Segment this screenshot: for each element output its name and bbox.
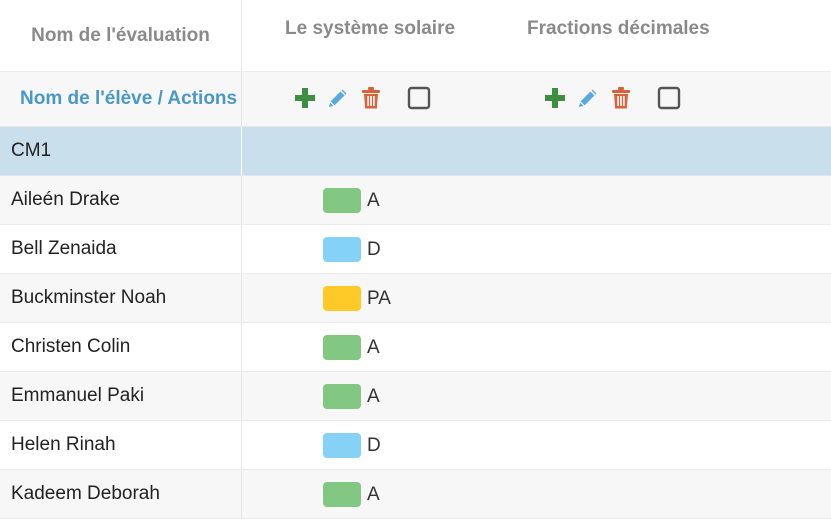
- student-name: Christen Colin: [11, 336, 131, 357]
- student-name-cell: Helen Rinah: [0, 421, 242, 469]
- grade-color-chip: [323, 433, 361, 458]
- student-name: Aileén Drake: [11, 189, 120, 210]
- table-row: Bell Zenaida D: [0, 225, 831, 274]
- plus-icon[interactable]: [543, 86, 567, 110]
- table-row: Christen Colin A: [0, 323, 831, 372]
- table-row: Buckminster Noah PA: [0, 274, 831, 323]
- grade-cell[interactable]: D: [323, 433, 381, 458]
- grade-color-chip: [323, 188, 361, 213]
- checkbox-icon[interactable]: [657, 86, 681, 110]
- evaluation-title-2[interactable]: Fractions décimales: [527, 18, 710, 39]
- grade-cell[interactable]: A: [323, 335, 380, 360]
- header-name-cell: Nom de l'évaluation: [0, 0, 242, 71]
- student-name: Kadeem Deborah: [11, 483, 160, 504]
- table-row: Emmanuel Paki A: [0, 372, 831, 421]
- trash-icon[interactable]: [609, 86, 633, 110]
- pencil-icon[interactable]: [576, 86, 600, 110]
- header-evaluations: Le système solaire Fractions décimales: [242, 0, 831, 71]
- grade-cells: A: [242, 372, 831, 420]
- table-row: Aileén Drake A: [0, 176, 831, 225]
- grade-cells: D: [242, 225, 831, 273]
- grade-cells: A: [242, 176, 831, 224]
- grade-cells: A: [242, 323, 831, 371]
- student-name-cell: Buckminster Noah: [0, 274, 242, 322]
- group-name-cell: CM1: [0, 127, 242, 175]
- student-actions-label: Nom de l'élève / Actions: [20, 88, 238, 109]
- grade-value: A: [367, 336, 380, 358]
- grade-value: A: [367, 483, 380, 505]
- actions-row: Nom de l'élève / Actions: [0, 72, 831, 127]
- evaluation-name-header: Nom de l'évaluation: [31, 24, 210, 46]
- grade-value: A: [367, 385, 380, 407]
- grade-color-chip: [323, 286, 361, 311]
- student-name-cell: Emmanuel Paki: [0, 372, 242, 420]
- grade-cells: PA: [242, 274, 831, 322]
- grade-color-chip: [323, 482, 361, 507]
- student-name-cell: Bell Zenaida: [0, 225, 242, 273]
- student-name: Emmanuel Paki: [11, 385, 145, 406]
- student-name: Bell Zenaida: [11, 238, 117, 259]
- grade-color-chip: [323, 384, 361, 409]
- table-row: Kadeem Deborah A: [0, 470, 831, 519]
- group-empty-cells: [242, 127, 831, 175]
- table-row: Helen Rinah D: [0, 421, 831, 470]
- grade-value: D: [367, 434, 381, 456]
- actions-cells: [242, 72, 831, 126]
- grade-value: PA: [367, 287, 391, 309]
- grade-color-chip: [323, 237, 361, 262]
- header-row: Nom de l'évaluation Le système solaire F…: [0, 0, 831, 72]
- group-row: CM1: [0, 127, 831, 176]
- grade-cell[interactable]: A: [323, 384, 380, 409]
- evaluation-1-actions: [293, 86, 431, 110]
- student-name-cell: Christen Colin: [0, 323, 242, 371]
- trash-icon[interactable]: [359, 86, 383, 110]
- evaluation-2-actions: [543, 86, 681, 110]
- grade-color-chip: [323, 335, 361, 360]
- grade-value: D: [367, 238, 381, 260]
- actions-label-cell: Nom de l'élève / Actions: [0, 72, 242, 126]
- student-name-cell: Kadeem Deborah: [0, 470, 242, 518]
- grade-cell[interactable]: PA: [323, 286, 391, 311]
- evaluation-title-1[interactable]: Le système solaire: [285, 18, 456, 39]
- pencil-icon[interactable]: [326, 86, 350, 110]
- student-name: Helen Rinah: [11, 434, 116, 455]
- grade-cells: A: [242, 470, 831, 518]
- grade-cell[interactable]: A: [323, 188, 380, 213]
- checkbox-icon[interactable]: [407, 86, 431, 110]
- student-name-cell: Aileén Drake: [0, 176, 242, 224]
- grade-cell[interactable]: A: [323, 482, 380, 507]
- grade-value: A: [367, 189, 380, 211]
- grade-cells: D: [242, 421, 831, 469]
- plus-icon[interactable]: [293, 86, 317, 110]
- grade-cell[interactable]: D: [323, 237, 381, 262]
- student-name: Buckminster Noah: [11, 287, 167, 308]
- group-label: CM1: [11, 140, 52, 161]
